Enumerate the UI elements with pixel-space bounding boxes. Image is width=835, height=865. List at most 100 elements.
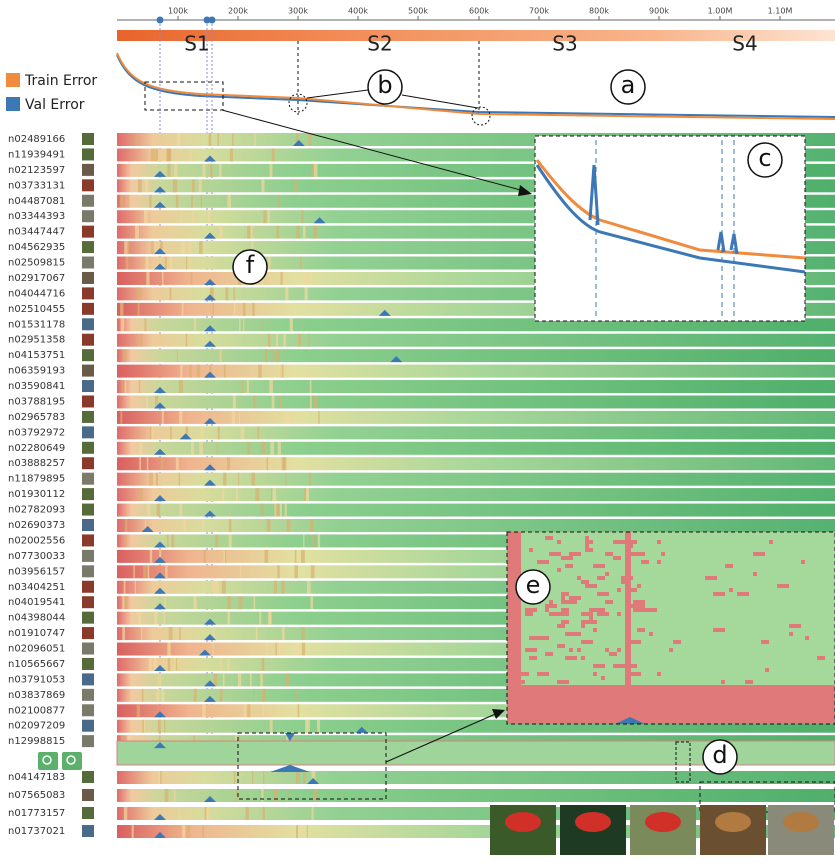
class-thumbnail xyxy=(82,720,94,732)
class-thumbnail xyxy=(82,550,94,562)
zoom-in-button[interactable] xyxy=(38,752,58,770)
inset-cell xyxy=(605,572,609,576)
heatmap-row xyxy=(117,334,835,347)
heatmap-stripe xyxy=(139,380,140,393)
heatmap-stripe xyxy=(276,504,280,517)
heatmap-stripe xyxy=(309,334,310,347)
heatmap-stripe xyxy=(272,395,275,408)
heatmap-stripe xyxy=(138,612,141,625)
heatmap-stripe xyxy=(259,612,261,625)
heatmap-stripe xyxy=(318,534,320,547)
heatmap-stripe xyxy=(148,565,150,578)
inset-cell xyxy=(585,540,593,544)
body: {"axis": {"ticks": ["100k", "200k", "300… xyxy=(0,0,835,861)
heatmap-stripe xyxy=(307,720,310,733)
inset-cell xyxy=(633,608,645,612)
inset-cell xyxy=(597,576,605,580)
connector xyxy=(402,95,478,108)
inset-cell xyxy=(581,640,593,644)
heatmap-stripe xyxy=(167,148,170,161)
heatmap-stripe xyxy=(296,643,299,656)
heatmap-stripe xyxy=(202,519,204,532)
heatmap-stripe xyxy=(179,807,180,820)
heatmap-stripe xyxy=(212,581,216,594)
inset-cell xyxy=(629,640,641,644)
heatmap-stripe xyxy=(121,303,124,316)
heatmap-stripe xyxy=(238,673,241,686)
heatmap-stripe xyxy=(146,395,148,408)
heatmap-stripe xyxy=(167,534,169,547)
heatmap-stripe xyxy=(277,565,279,578)
heatmap-stripe xyxy=(122,627,125,640)
inset-cell xyxy=(713,628,725,632)
class-thumbnail xyxy=(82,164,94,176)
inset-cell xyxy=(589,616,593,620)
heatmap-stripe xyxy=(137,210,138,223)
inset-cell xyxy=(569,552,581,556)
inset-cell xyxy=(597,592,609,596)
heatmap-stripe xyxy=(179,380,183,393)
heatmap-stripe xyxy=(161,689,164,702)
heatmap-stripe xyxy=(310,272,312,285)
heatmap-stripe xyxy=(290,318,293,331)
inset-cell xyxy=(629,672,641,676)
zoom-out-button[interactable] xyxy=(62,752,82,770)
heatmap-stripe xyxy=(285,473,286,486)
inset-cell xyxy=(589,608,601,612)
heatmap-stripe xyxy=(247,226,250,239)
heatmap-stripe xyxy=(167,164,170,177)
inset-cell xyxy=(649,632,653,636)
heatmap-stripe xyxy=(261,789,263,802)
heatmap-stripe xyxy=(194,689,197,702)
class-thumbnail xyxy=(82,689,94,701)
inset-cell xyxy=(789,632,793,636)
class-label: n07565083 xyxy=(8,790,65,801)
class-label: n03791053 xyxy=(8,674,65,685)
heatmap-stripe xyxy=(158,771,160,784)
heatmap-stripe xyxy=(120,411,122,424)
heatmap-stripe xyxy=(314,164,318,177)
inset-cell xyxy=(565,564,573,568)
heatmap-stripe xyxy=(136,334,137,347)
heatmap-stripe xyxy=(301,825,303,838)
heatmap-stripe xyxy=(135,226,139,239)
heatmap-stripe xyxy=(172,825,174,838)
heatmap-stripe xyxy=(179,504,182,517)
heatmap-stripe xyxy=(229,519,231,532)
class-label: n11939491 xyxy=(8,149,65,160)
class-label: n02097209 xyxy=(8,721,65,732)
inset-cell xyxy=(581,624,585,628)
heatmap-stripe xyxy=(121,318,125,331)
class-thumbnail xyxy=(82,643,94,655)
heatmap-stripe xyxy=(126,257,129,270)
inset-cell xyxy=(561,620,569,624)
inset-cell xyxy=(545,652,553,656)
heatmap-stripe xyxy=(181,210,182,223)
class-thumbnail xyxy=(82,504,94,516)
inset-cell xyxy=(557,540,561,544)
heatmap-stripe xyxy=(238,473,239,486)
class-thumbnail xyxy=(82,596,94,608)
heatmap-stripe xyxy=(149,473,153,486)
heatmap-stripe xyxy=(256,627,258,640)
heatmap-stripe xyxy=(193,596,196,609)
class-label: n04153751 xyxy=(8,350,65,361)
heatmap-stripe xyxy=(176,195,178,208)
heatmap-stripe xyxy=(133,565,134,578)
heatmap-stripe xyxy=(233,395,236,408)
inset-cell xyxy=(593,664,605,668)
heatmap-stripe xyxy=(303,318,304,331)
heatmap-stripe xyxy=(252,303,254,316)
heatmap-stripe xyxy=(215,534,218,547)
inset-cell xyxy=(565,612,569,616)
heatmap-stripe xyxy=(150,426,152,439)
inset-cell xyxy=(621,576,625,580)
annotation-label: f xyxy=(246,251,255,279)
heatmap-stripe xyxy=(199,241,202,254)
inset-cell xyxy=(569,648,573,652)
heatmap-stripe xyxy=(177,349,178,362)
heatmap-row xyxy=(117,488,835,501)
class-thumbnail xyxy=(82,318,94,330)
heatmap-stripe xyxy=(310,519,313,532)
inset-cell xyxy=(525,648,537,652)
